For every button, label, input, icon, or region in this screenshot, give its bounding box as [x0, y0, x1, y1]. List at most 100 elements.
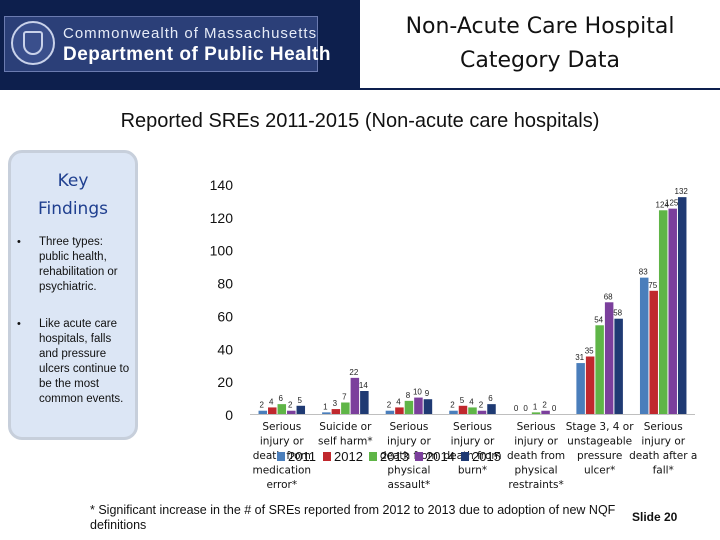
data-label: 8 — [406, 391, 411, 400]
legend-swatch — [461, 452, 469, 461]
bar — [331, 409, 341, 414]
data-label: 6 — [488, 394, 493, 403]
data-label: 132 — [675, 187, 689, 196]
data-label: 58 — [613, 309, 622, 318]
x-tick-label: restraints* — [508, 479, 563, 491]
bar — [404, 400, 414, 414]
data-label: 4 — [269, 397, 274, 406]
y-tick-label: 80 — [217, 276, 233, 292]
data-label: 14 — [359, 381, 368, 390]
bar — [614, 318, 623, 414]
legend-label: 2013 — [380, 449, 409, 464]
key-finding-item: • Three types: public health, rehabilita… — [17, 235, 131, 295]
x-tick-label: self harm* — [318, 436, 373, 448]
data-label: 124 — [656, 200, 670, 209]
bar — [677, 197, 687, 414]
x-tick-label: Serious — [262, 421, 301, 433]
data-label: 4 — [469, 397, 474, 406]
bullet-icon: • — [17, 236, 21, 248]
bar — [468, 407, 477, 414]
x-tick-label: death from — [380, 450, 438, 462]
bar — [360, 391, 369, 414]
x-tick-label: ulcer* — [584, 465, 615, 477]
data-label: 83 — [639, 268, 648, 277]
massachusetts-seal-icon — [11, 21, 55, 65]
x-tick-label: physical — [515, 465, 558, 477]
legend-swatch — [323, 452, 331, 461]
slide-title-line2: Category Data — [459, 48, 620, 73]
x-tick-label: Serious — [389, 421, 428, 433]
x-tick-label: injury or — [387, 436, 431, 448]
data-label: 54 — [594, 315, 603, 324]
bar — [287, 410, 296, 414]
org-name-line1: Commonwealth of Massachusetts — [63, 25, 318, 42]
bar — [487, 404, 496, 414]
legend-label: 2012 — [334, 449, 363, 464]
bar — [341, 402, 350, 414]
bar — [423, 399, 433, 414]
legend-swatch — [277, 452, 285, 461]
key-findings-title-line1: Key — [57, 171, 89, 191]
bar — [649, 290, 658, 414]
bar — [585, 356, 595, 414]
bar — [639, 277, 649, 414]
x-tick-label: death from — [507, 450, 565, 462]
data-label: 0 — [552, 404, 557, 413]
bar — [395, 407, 404, 414]
header-banner: Commonwealth of Massachusetts Department… — [0, 0, 720, 90]
bar — [458, 405, 468, 414]
data-label: 2 — [260, 401, 265, 410]
bar — [531, 412, 541, 414]
legend-swatch — [415, 452, 423, 461]
x-tick-label: injury or — [514, 436, 558, 448]
legend-label: 2015 — [472, 449, 501, 464]
x-tick-label: Serious — [453, 421, 492, 433]
key-findings-box: Key Findings • Three types: public healt… — [8, 150, 138, 440]
data-label: 4 — [396, 397, 401, 406]
footnote: * Significant increase in the # of SREs … — [90, 503, 616, 532]
data-label: 125 — [665, 199, 679, 208]
data-label: 7 — [342, 393, 347, 402]
data-label: 0 — [523, 404, 528, 413]
x-tick-label: death after a — [629, 450, 697, 462]
x-tick-label: unstageable — [567, 436, 632, 448]
x-tick-label: burn* — [458, 465, 487, 477]
data-label: 2 — [288, 401, 293, 410]
data-label: 10 — [413, 388, 422, 397]
key-findings-title: Key Findings — [11, 167, 135, 223]
legend-swatch — [369, 452, 377, 461]
slide-title: Non-Acute Care Hospital Category Data — [360, 0, 720, 88]
bar — [668, 208, 677, 414]
x-tick-label: Stage 3, 4 or — [566, 421, 634, 433]
org-name-line2: Department of Public Health — [63, 44, 331, 65]
legend-label: 2014 — [426, 449, 455, 464]
key-finding-item: • Like acute care hospitals, falls and p… — [17, 317, 131, 407]
bar — [541, 410, 550, 414]
x-tick-label: Suicide or — [319, 421, 372, 433]
data-label: 2 — [450, 401, 455, 410]
bar — [296, 405, 306, 414]
data-label: 5 — [460, 396, 465, 405]
bar — [449, 410, 458, 414]
y-tick-label: 100 — [210, 243, 234, 259]
data-label: 1 — [533, 402, 538, 411]
data-label: 2 — [542, 401, 547, 410]
y-tick-label: 40 — [217, 341, 233, 357]
x-tick-label: injury or — [641, 436, 685, 448]
data-label: 22 — [349, 368, 358, 377]
chart-title: Reported SREs 2011-2015 (Non-acute care … — [120, 110, 600, 132]
bar — [350, 377, 360, 414]
data-label: 75 — [648, 281, 657, 290]
data-label: 1 — [323, 402, 328, 411]
dph-logo: Commonwealth of Massachusetts Department… — [4, 16, 330, 72]
bullet-icon: • — [17, 318, 21, 330]
x-tick-label: assault* — [388, 479, 431, 491]
data-label: 6 — [279, 394, 284, 403]
data-label: 35 — [585, 347, 594, 356]
y-tick-label: 60 — [217, 308, 233, 324]
bar — [658, 210, 668, 414]
y-tick-label: 0 — [225, 407, 233, 423]
x-tick-label: physical — [387, 465, 430, 477]
bar — [595, 325, 604, 414]
